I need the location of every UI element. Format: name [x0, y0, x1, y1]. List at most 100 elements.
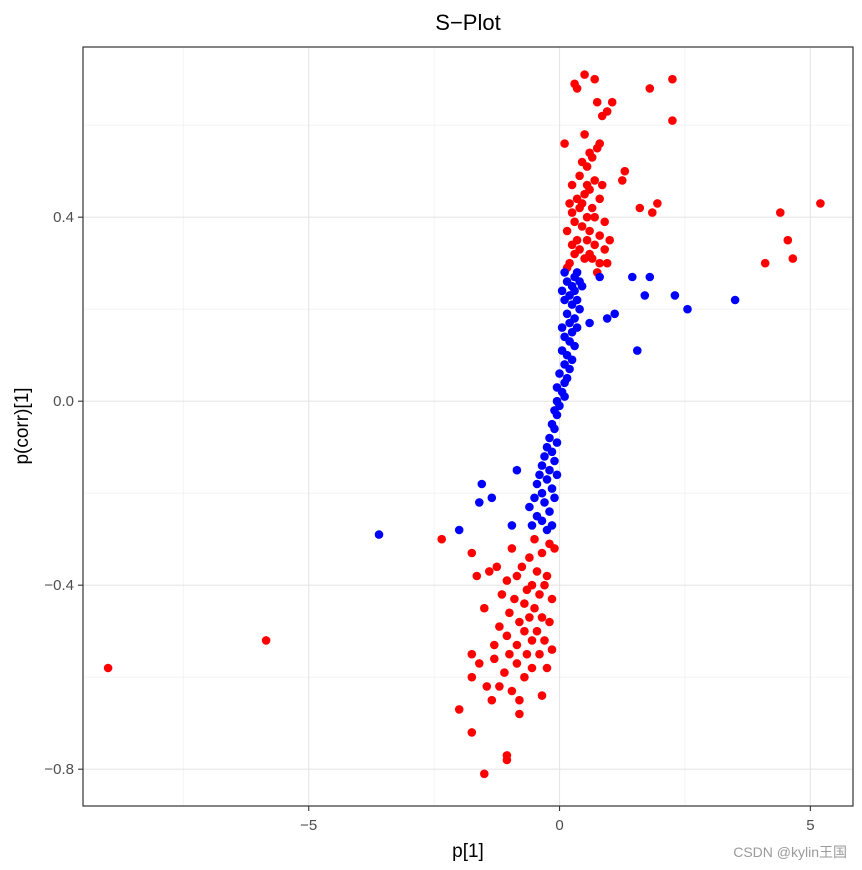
- data-point: [590, 240, 599, 250]
- x-axis-label: p[1]: [452, 841, 484, 862]
- data-point: [502, 631, 512, 641]
- data-point: [567, 355, 577, 365]
- data-point: [482, 682, 492, 691]
- data-point: [480, 769, 489, 779]
- data-point: [495, 682, 504, 691]
- data-point: [527, 521, 537, 530]
- data-point: [560, 378, 569, 388]
- data-point: [640, 291, 650, 300]
- data-point: [505, 608, 514, 618]
- data-point: [570, 217, 579, 227]
- data-point: [552, 470, 562, 480]
- data-point: [537, 691, 547, 700]
- data-point: [547, 447, 557, 457]
- data-point: [537, 548, 547, 558]
- data-point: [467, 548, 477, 558]
- data-point: [505, 649, 514, 659]
- data-point: [507, 521, 517, 530]
- data-point: [540, 580, 549, 590]
- data-point: [530, 603, 539, 613]
- data-point: [582, 162, 592, 171]
- data-point: [535, 590, 544, 599]
- data-point: [620, 166, 630, 176]
- data-point: [648, 208, 657, 217]
- data-point: [550, 493, 559, 503]
- data-point: [103, 663, 113, 673]
- data-point: [560, 392, 569, 401]
- data-point: [552, 410, 562, 420]
- data-point: [730, 295, 740, 305]
- data-point: [567, 180, 577, 190]
- data-point: [783, 235, 793, 245]
- data-point: [512, 640, 522, 650]
- data-point: [530, 534, 539, 544]
- y-tick-label: −0.4: [44, 577, 74, 594]
- data-point: [527, 636, 537, 645]
- data-point: [570, 249, 579, 259]
- data-point: [532, 626, 542, 636]
- data-point: [490, 654, 499, 664]
- data-point: [577, 222, 587, 231]
- data-point: [507, 686, 517, 696]
- data-point: [595, 194, 604, 204]
- data-point: [525, 613, 534, 622]
- data-point: [597, 111, 607, 121]
- data-point: [515, 617, 524, 627]
- data-point: [575, 203, 584, 213]
- y-tick-label: −0.8: [44, 761, 74, 778]
- data-point: [545, 433, 554, 443]
- data-point: [645, 272, 655, 282]
- data-point: [547, 484, 557, 493]
- data-points: [103, 70, 825, 779]
- data-point: [497, 590, 507, 599]
- data-point: [552, 438, 562, 447]
- data-point: [542, 525, 552, 535]
- x-tick-label: 0: [555, 817, 563, 834]
- data-point: [512, 659, 522, 668]
- data-point: [582, 212, 592, 222]
- data-point: [567, 300, 577, 309]
- data-point: [562, 309, 572, 319]
- data-point: [542, 571, 552, 581]
- x-tick-label: 5: [806, 817, 814, 834]
- data-point: [517, 562, 527, 572]
- data-point: [502, 576, 512, 585]
- data-point: [610, 309, 619, 319]
- data-point: [585, 318, 594, 328]
- data-point: [540, 636, 549, 645]
- data-point: [520, 599, 529, 608]
- data-point: [525, 553, 534, 562]
- data-point: [512, 465, 522, 475]
- data-point: [600, 245, 609, 254]
- data-point: [635, 203, 645, 213]
- data-point: [577, 281, 587, 291]
- data-point: [550, 424, 559, 434]
- data-point: [585, 226, 594, 236]
- x-axis: −5 0 5: [300, 806, 815, 834]
- data-point: [633, 346, 642, 355]
- data-point: [572, 84, 582, 93]
- data-point: [485, 567, 494, 576]
- y-tick-label: 0.4: [53, 209, 74, 226]
- data-point: [545, 465, 554, 475]
- data-point: [590, 176, 599, 185]
- data-point: [590, 74, 599, 84]
- data-point: [520, 672, 529, 682]
- data-point: [492, 562, 502, 572]
- data-point: [475, 659, 484, 668]
- data-point: [592, 97, 602, 107]
- data-point: [597, 180, 607, 190]
- data-point: [557, 286, 567, 296]
- data-point: [530, 493, 539, 503]
- data-point: [522, 585, 532, 595]
- data-point: [454, 705, 464, 714]
- data-point: [555, 369, 564, 378]
- data-point: [487, 493, 497, 503]
- data-point: [560, 268, 569, 277]
- data-point: [537, 613, 547, 622]
- data-point: [788, 254, 798, 263]
- data-point: [602, 314, 612, 323]
- data-point: [261, 636, 271, 645]
- data-point: [575, 304, 584, 314]
- data-point: [628, 272, 637, 282]
